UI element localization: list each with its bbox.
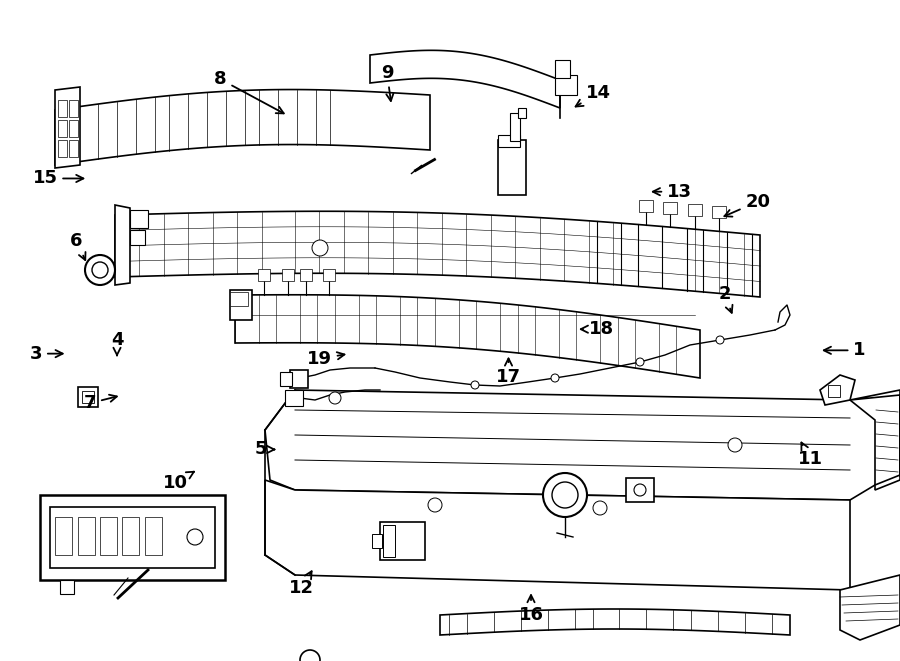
Circle shape bbox=[329, 392, 341, 404]
Circle shape bbox=[552, 482, 578, 508]
Circle shape bbox=[543, 473, 587, 517]
Polygon shape bbox=[840, 575, 900, 640]
Polygon shape bbox=[850, 390, 900, 490]
Polygon shape bbox=[55, 89, 430, 165]
Text: 3: 3 bbox=[30, 344, 63, 363]
Bar bbox=[69, 140, 78, 157]
Bar bbox=[688, 204, 702, 216]
Circle shape bbox=[636, 358, 644, 366]
Text: 16: 16 bbox=[518, 595, 544, 624]
Polygon shape bbox=[55, 87, 80, 168]
Bar bbox=[130, 230, 145, 245]
Circle shape bbox=[728, 438, 742, 452]
Text: 2: 2 bbox=[718, 285, 733, 313]
Text: 13: 13 bbox=[652, 182, 692, 201]
Bar bbox=[290, 370, 308, 388]
Bar bbox=[58, 120, 67, 137]
Bar bbox=[498, 135, 520, 147]
Circle shape bbox=[716, 336, 724, 344]
Text: 8: 8 bbox=[214, 70, 284, 114]
Bar bbox=[69, 120, 78, 137]
Bar bbox=[383, 525, 395, 557]
Bar bbox=[510, 113, 520, 141]
Bar bbox=[50, 507, 215, 568]
Polygon shape bbox=[235, 295, 700, 378]
Bar bbox=[518, 108, 526, 118]
Bar bbox=[58, 140, 67, 157]
Circle shape bbox=[593, 501, 607, 515]
Polygon shape bbox=[370, 50, 560, 108]
Bar bbox=[145, 517, 162, 555]
Bar bbox=[323, 269, 335, 281]
Bar bbox=[60, 580, 74, 594]
Text: 12: 12 bbox=[289, 571, 314, 598]
Bar bbox=[55, 517, 72, 555]
Polygon shape bbox=[115, 205, 130, 285]
Text: 7: 7 bbox=[84, 394, 117, 412]
Circle shape bbox=[471, 381, 479, 389]
Bar bbox=[122, 517, 139, 555]
Text: 11: 11 bbox=[797, 442, 823, 469]
Bar bbox=[555, 60, 570, 78]
Text: 9: 9 bbox=[381, 63, 393, 101]
Bar bbox=[280, 372, 292, 386]
Bar bbox=[300, 269, 311, 281]
Circle shape bbox=[85, 255, 115, 285]
Text: 14: 14 bbox=[576, 83, 611, 106]
Bar bbox=[230, 290, 252, 320]
Bar bbox=[380, 522, 425, 560]
Text: 10: 10 bbox=[163, 472, 194, 492]
Circle shape bbox=[300, 650, 320, 661]
Bar bbox=[639, 200, 652, 212]
Text: 6: 6 bbox=[70, 232, 86, 260]
Bar bbox=[78, 517, 95, 555]
Text: 15: 15 bbox=[32, 169, 84, 188]
Text: 17: 17 bbox=[496, 358, 521, 386]
Bar bbox=[230, 292, 248, 306]
Bar bbox=[498, 140, 526, 195]
Text: 20: 20 bbox=[724, 192, 770, 217]
Text: 4: 4 bbox=[111, 331, 123, 356]
Bar bbox=[258, 269, 270, 281]
Bar bbox=[828, 385, 840, 397]
Bar bbox=[626, 478, 654, 502]
Polygon shape bbox=[115, 212, 760, 297]
Bar bbox=[130, 210, 148, 228]
Bar bbox=[372, 534, 382, 548]
Circle shape bbox=[634, 484, 646, 496]
Bar bbox=[82, 391, 94, 403]
Text: 19: 19 bbox=[307, 350, 345, 368]
Circle shape bbox=[92, 262, 108, 278]
Circle shape bbox=[551, 374, 559, 382]
Bar bbox=[58, 100, 67, 117]
Circle shape bbox=[428, 498, 442, 512]
Bar bbox=[282, 269, 294, 281]
Bar bbox=[712, 206, 726, 218]
Bar bbox=[555, 75, 577, 95]
Circle shape bbox=[312, 240, 328, 256]
Bar bbox=[285, 390, 303, 406]
Circle shape bbox=[187, 529, 203, 545]
Polygon shape bbox=[440, 609, 790, 635]
Text: 5: 5 bbox=[255, 440, 274, 459]
Bar bbox=[100, 517, 117, 555]
Polygon shape bbox=[265, 390, 875, 500]
Text: 18: 18 bbox=[580, 320, 614, 338]
Bar bbox=[40, 495, 225, 580]
Bar bbox=[78, 387, 98, 407]
Bar bbox=[69, 100, 78, 117]
Polygon shape bbox=[265, 480, 850, 590]
Bar bbox=[663, 202, 677, 214]
Text: 1: 1 bbox=[824, 341, 866, 360]
Polygon shape bbox=[820, 375, 855, 405]
